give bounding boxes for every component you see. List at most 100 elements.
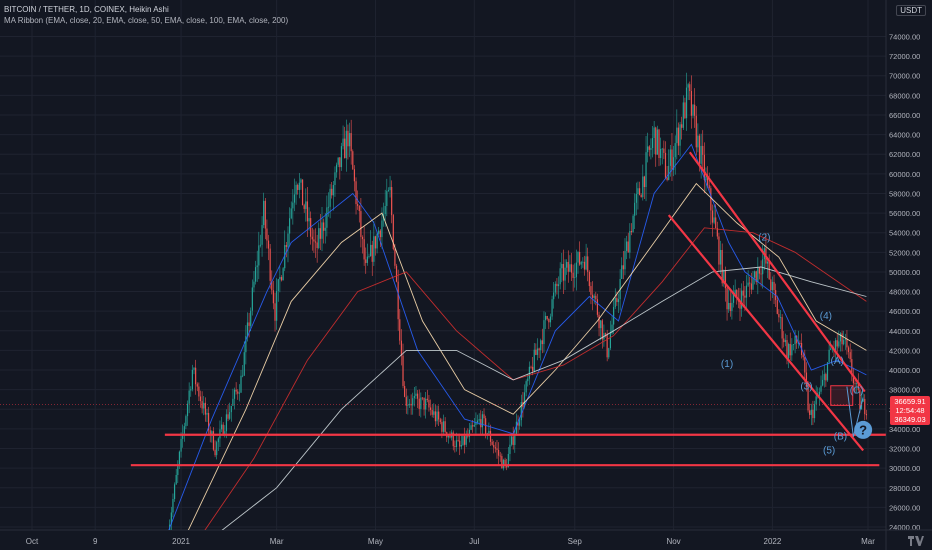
candle-down: [694, 104, 696, 116]
candle-down: [397, 281, 399, 320]
candle-down: [485, 418, 487, 434]
candle-up: [697, 135, 699, 148]
candle-down: [214, 449, 216, 456]
candle-up: [527, 378, 529, 382]
candle-down: [681, 124, 683, 128]
candle-down: [392, 215, 394, 250]
currency-label[interactable]: USDT: [896, 5, 926, 16]
candle-down: [658, 129, 660, 159]
candle-down: [449, 435, 451, 438]
candle-up: [856, 383, 858, 384]
candle-down: [570, 264, 573, 273]
candle-down: [400, 340, 402, 356]
candle-down: [606, 334, 608, 358]
candle-up: [669, 149, 671, 166]
candle-up: [256, 265, 258, 268]
candle-up: [486, 433, 488, 435]
candle-down: [530, 366, 532, 368]
candle-down: [643, 176, 646, 188]
candle-up: [771, 281, 774, 291]
candle-up: [425, 398, 427, 410]
candle-up: [295, 184, 297, 195]
prev-price: 36349.03: [894, 415, 926, 424]
wave-label: (2): [758, 233, 770, 244]
y-tick-label: 72000.00: [889, 52, 920, 61]
candle-up: [277, 279, 279, 292]
candle-down: [371, 244, 373, 262]
candle-up: [514, 435, 516, 445]
candle-up: [762, 259, 764, 275]
y-tick-label: 26000.00: [889, 503, 920, 512]
candle-down: [248, 322, 250, 326]
x-tick-label: 9: [93, 537, 98, 546]
candle-down: [852, 375, 855, 384]
candle-up: [797, 343, 799, 344]
candle-down: [491, 441, 493, 445]
candle-up: [642, 176, 644, 198]
candle-down: [702, 145, 704, 155]
candle-up: [549, 316, 552, 323]
candle-down: [789, 343, 791, 356]
candle-up: [321, 222, 323, 239]
countdown: 12:54:48: [895, 406, 925, 415]
candle-up: [370, 244, 372, 256]
last-price: 36659.91: [894, 397, 926, 406]
candle-down: [235, 389, 237, 392]
trend-line: [667, 214, 864, 452]
candle-down: [726, 288, 728, 310]
candle-up: [625, 241, 628, 251]
candle-up: [685, 87, 688, 119]
y-tick-label: 58000.00: [889, 189, 920, 198]
candle-down: [640, 194, 642, 198]
candle-up: [507, 453, 509, 468]
candle-up: [173, 484, 176, 499]
candle-up: [564, 267, 566, 281]
candle-up: [233, 389, 236, 399]
candle-down: [459, 440, 461, 447]
candle-down: [783, 338, 785, 343]
candle-down: [357, 204, 359, 206]
wave-label: (B): [834, 432, 847, 443]
candle-down: [849, 352, 851, 360]
candle-down: [441, 422, 443, 432]
candle-up: [292, 202, 294, 209]
candle-up: [413, 395, 415, 399]
x-tick-label: Oct: [26, 537, 39, 546]
candle-down: [416, 393, 419, 399]
candle-up: [229, 412, 231, 419]
candle-down: [331, 188, 333, 196]
candle-down: [391, 187, 393, 216]
candle-up: [282, 268, 284, 281]
candle-up: [635, 193, 637, 203]
candle-up: [420, 397, 422, 409]
candle-down: [601, 320, 603, 340]
candle-up: [543, 320, 545, 345]
candle-down: [355, 181, 357, 205]
candle-down: [865, 414, 867, 416]
candle-down: [361, 236, 364, 240]
candle-down: [768, 261, 770, 280]
candle-up: [476, 420, 479, 423]
candle-up: [191, 369, 193, 390]
ema-line: [187, 182, 867, 530]
candle-down: [724, 270, 727, 289]
y-tick-label: 60000.00: [889, 170, 920, 179]
candle-up: [561, 264, 563, 269]
candle-up: [253, 281, 255, 288]
candle-down: [538, 348, 540, 351]
candle-down: [504, 459, 506, 466]
candle-down: [306, 201, 309, 222]
candle-up: [308, 218, 310, 222]
indicator-legend: MA Ribbon (EMA, close, 20, EMA, close, 5…: [4, 16, 289, 25]
candle-up: [818, 391, 820, 396]
candle-up: [823, 374, 825, 380]
candle-up: [433, 411, 435, 415]
candle-up: [687, 84, 689, 88]
candle-down: [744, 295, 746, 298]
candle-up: [523, 392, 526, 407]
candle-up: [632, 215, 634, 233]
candle-up: [810, 409, 812, 415]
